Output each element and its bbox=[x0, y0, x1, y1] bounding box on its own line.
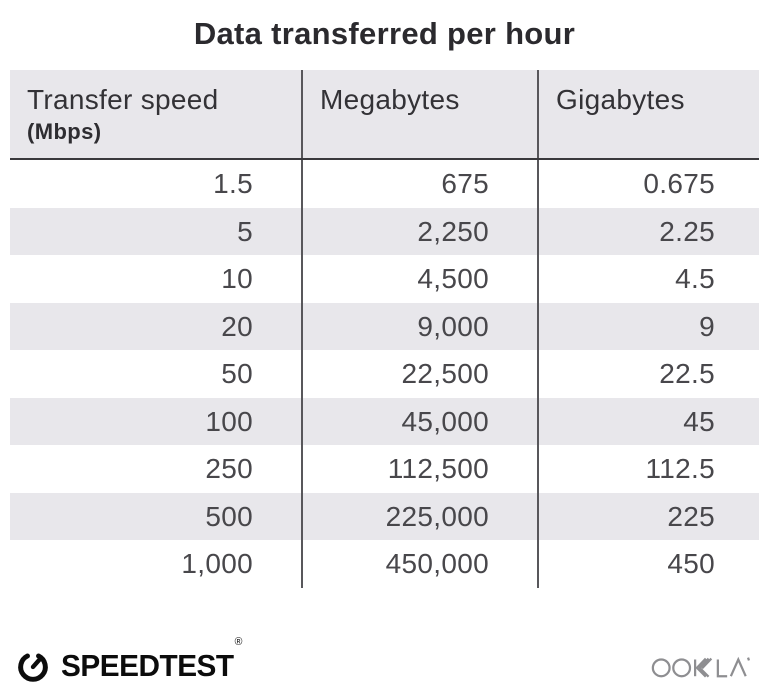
cell-transfer-speed: 1,000 bbox=[10, 540, 303, 588]
table-row: 1,000 450,000 450 bbox=[10, 540, 759, 588]
cell-megabytes: 22,500 bbox=[303, 350, 539, 398]
table-row: 20 9,000 9 bbox=[10, 302, 759, 350]
cell-transfer-speed: 1.5 bbox=[10, 160, 303, 208]
cell-gigabytes: 450 bbox=[667, 548, 715, 579]
table-row: 5 2,250 2.25 bbox=[10, 207, 759, 255]
cell-gigabytes: 4.5 bbox=[675, 263, 715, 294]
cell-megabytes: 112,500 bbox=[303, 445, 539, 493]
cell-gigabytes: 45 bbox=[683, 405, 715, 437]
cell-megabytes: 450,000 bbox=[303, 540, 539, 588]
cell-gigabytes: 112.5 bbox=[645, 453, 715, 484]
cell-megabytes: 9,000 bbox=[303, 302, 539, 350]
cell-gigabytes: 0.675 bbox=[643, 168, 715, 199]
speedtest-gauge-icon bbox=[18, 653, 48, 682]
column-header-unit: (Mbps) bbox=[27, 119, 102, 144]
ookla-logo bbox=[651, 650, 755, 682]
cell-gigabytes: 9 bbox=[699, 310, 715, 342]
cell-megabytes: 4,500 bbox=[303, 255, 539, 303]
cell-transfer-speed: 5 bbox=[10, 207, 303, 255]
speedtest-logo: SPEEDTEST® bbox=[14, 636, 248, 685]
column-header-megabytes: Megabytes bbox=[303, 70, 539, 158]
table-row: 10 4,500 4.5 bbox=[10, 255, 759, 303]
table-row: 100 45,000 45 bbox=[10, 397, 759, 445]
cell-gigabytes: 225 bbox=[667, 500, 715, 532]
column-header-transfer-speed: Transfer speed (Mbps) bbox=[10, 70, 303, 158]
cell-megabytes: 675 bbox=[303, 160, 539, 208]
column-header-label: Transfer speed bbox=[27, 84, 219, 115]
column-header-gigabytes: Gigabytes bbox=[556, 84, 685, 115]
table-body: 1.5 675 0.675 5 2,250 2.25 10 4,500 4.5 … bbox=[10, 160, 759, 588]
cell-megabytes: 225,000 bbox=[303, 492, 539, 540]
table-row: 1.5 675 0.675 bbox=[10, 160, 759, 208]
ookla-wordmark-icon bbox=[651, 656, 751, 678]
cell-transfer-speed: 500 bbox=[10, 492, 303, 540]
data-table: Transfer speed (Mbps) Megabytes Gigabyte… bbox=[10, 70, 759, 588]
cell-transfer-speed: 100 bbox=[10, 397, 303, 445]
table-header-row: Transfer speed (Mbps) Megabytes Gigabyte… bbox=[10, 70, 759, 160]
cell-transfer-speed: 20 bbox=[10, 302, 303, 350]
cell-gigabytes: 2.25 bbox=[659, 215, 715, 247]
speedtest-wordmark: SPEEDTEST® bbox=[61, 636, 242, 683]
cell-megabytes: 45,000 bbox=[303, 397, 539, 445]
table-row: 50 22,500 22.5 bbox=[10, 350, 759, 398]
table-row: 250 112,500 112.5 bbox=[10, 445, 759, 493]
cell-transfer-speed: 250 bbox=[10, 445, 303, 493]
cell-gigabytes: 22.5 bbox=[659, 358, 715, 389]
footer: SPEEDTEST® bbox=[14, 636, 755, 688]
cell-megabytes: 2,250 bbox=[303, 207, 539, 255]
table-row: 500 225,000 225 bbox=[10, 492, 759, 540]
cell-transfer-speed: 50 bbox=[10, 350, 303, 398]
registered-trademark-symbol: ® bbox=[234, 636, 243, 648]
cell-transfer-speed: 10 bbox=[10, 255, 303, 303]
page-title: Data transferred per hour bbox=[193, 16, 576, 51]
